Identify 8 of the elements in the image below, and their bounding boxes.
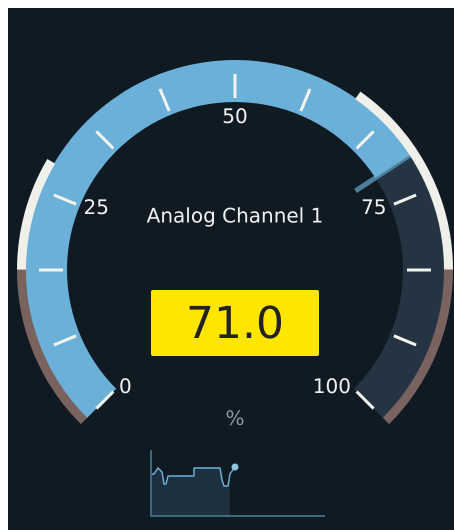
display-box: 71.0 bbox=[151, 290, 319, 356]
text: % bbox=[226, 406, 245, 430]
text: 25 bbox=[83, 195, 109, 220]
text: 0 bbox=[119, 374, 132, 398]
text: 100 bbox=[312, 374, 351, 398]
text: 50 bbox=[222, 104, 248, 128]
text: 75 bbox=[361, 195, 387, 220]
text: Analog Channel 1 bbox=[146, 203, 324, 228]
